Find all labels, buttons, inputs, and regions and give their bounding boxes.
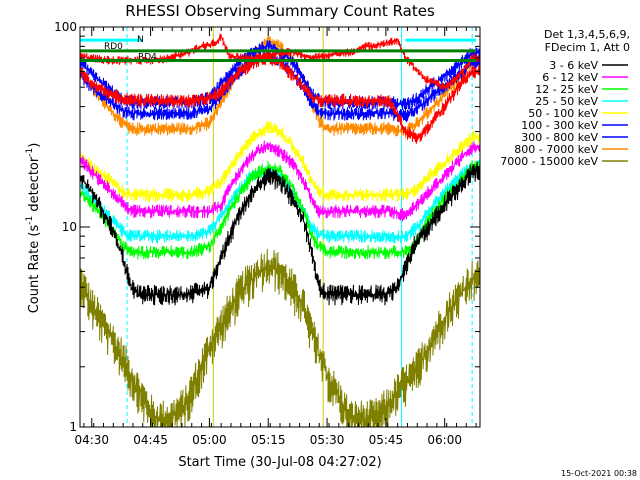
footer-timestamp: 15-Oct-2021 00:38: [561, 469, 637, 478]
y-tick-label-1: 10: [62, 220, 77, 234]
series-line-0: [80, 161, 480, 306]
legend-label-2: 12 - 25 keV: [535, 83, 598, 96]
legend: Det 1,3,4,5,6,9, FDecim 1, Att 0 3 - 6 k…: [500, 28, 630, 168]
red-upper-band: [80, 33, 480, 91]
red-lower-band: [80, 52, 480, 144]
legend-label-4: 50 - 100 keV: [528, 107, 598, 120]
legend-label-8: 7000 - 15000 keV: [500, 155, 598, 168]
x-tick-label-4: 05:30: [310, 433, 345, 447]
series-line-8: [80, 248, 480, 427]
flag-label-rd0: RD0: [104, 42, 123, 52]
x-tick-label-0: 04:30: [74, 433, 109, 447]
legend-label-0: 3 - 6 keV: [549, 59, 598, 72]
legend-label-1: 6 - 12 keV: [542, 71, 598, 84]
y-tick-label-0: 1: [69, 420, 77, 434]
series-line-4: [80, 120, 480, 202]
x-tick-label-3: 05:15: [251, 433, 286, 447]
y-axis-label: Count Rate (s-1 detector-1): [25, 143, 42, 314]
data-layer: [80, 27, 480, 427]
legend-label-7: 800 - 7000 keV: [514, 143, 598, 156]
x-tick-label-2: 05:00: [192, 433, 227, 447]
legend-header-line-2: FDecim 1, Att 0: [545, 41, 630, 54]
plot-area: RD0 RD4 N 1 10 100 04:30 04:45 05:00 05:15 05:30 05…: [54, 20, 481, 447]
legend-label-5: 100 - 300 keV: [521, 119, 598, 132]
legend-header-line-1: Det 1,3,4,5,6,9,: [544, 28, 630, 41]
y-tick-label-2: 100: [54, 20, 77, 34]
chart-title: RHESSI Observing Summary Count Rates: [125, 2, 435, 20]
x-tick-label-1: 04:45: [133, 433, 168, 447]
x-tick-label-5: 05:45: [369, 433, 404, 447]
x-tick-label-6: 06:00: [427, 433, 462, 447]
legend-label-3: 25 - 50 keV: [535, 95, 598, 108]
legend-label-6: 300 - 800 keV: [521, 131, 598, 144]
flag-label-rd4: RD4: [138, 52, 157, 62]
series-line-1: [80, 140, 480, 222]
x-axis-label: Start Time (30-Jul-08 04:27:02): [178, 455, 381, 470]
series-line-7: [80, 34, 480, 139]
flag-label-n: N: [137, 35, 144, 45]
